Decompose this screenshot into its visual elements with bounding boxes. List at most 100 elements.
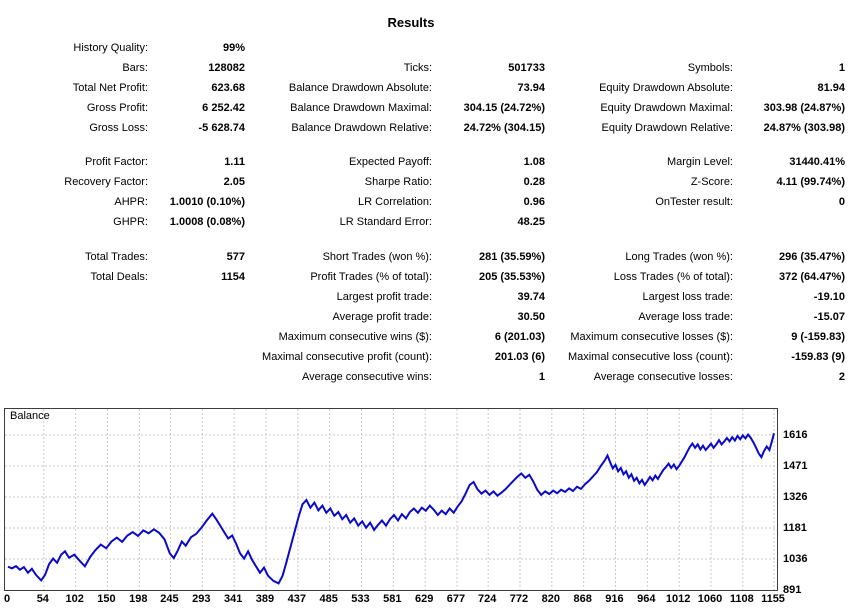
x-axis-tick: 677 — [446, 593, 466, 605]
stat-value: 39.74 — [517, 291, 545, 303]
x-axis-tick: 581 — [383, 593, 402, 605]
stat-label: Gross Profit: — [86, 102, 148, 114]
stat-value: 1.11 — [224, 156, 245, 168]
stat-value: 577 — [226, 251, 245, 263]
stat-label: Average loss trade: — [638, 311, 733, 323]
stat-label: Ticks: — [403, 62, 432, 74]
x-axis-tick: 868 — [573, 593, 592, 605]
stat-label: Balance Drawdown Relative: — [291, 122, 432, 134]
x-axis-tick: 916 — [605, 593, 624, 605]
stat-value: 30.50 — [517, 311, 545, 323]
stat-value: 304.15 (24.72%) — [463, 102, 545, 114]
stat-value: 296 (35.47%) — [778, 251, 845, 263]
stat-value: 4.11 (99.74%) — [776, 176, 846, 188]
stat-value: 303.98 (24.87%) — [763, 102, 845, 114]
x-axis-tick: 245 — [160, 593, 179, 605]
stat-value: 128082 — [208, 62, 245, 74]
stat-label: Average profit trade: — [332, 311, 432, 323]
stat-value: 1.0008 (0.08%) — [169, 216, 245, 228]
stat-value: 0 — [838, 196, 845, 208]
x-axis-tick: 389 — [255, 593, 275, 605]
x-axis-tick: 820 — [541, 593, 560, 605]
y-axis-tick: 891 — [783, 584, 802, 596]
stat-label: Maximal consecutive profit (count): — [262, 351, 432, 363]
balance-series-label: Balance — [10, 410, 50, 422]
stat-value: 623.68 — [211, 82, 245, 94]
stat-label: Margin Level: — [666, 156, 733, 168]
stat-row: Total Deals: 1154 Profit Trades (% of tota… — [0, 267, 859, 287]
stat-value: 501733 — [508, 62, 545, 74]
stat-row: History Quality: 99% — [0, 38, 859, 58]
stat-label: Short Trades (won %): — [322, 251, 432, 263]
stat-row: Bars: 128082 Ticks: 501733 Symbols: 1 — [0, 58, 859, 78]
x-axis-tick: 724 — [477, 593, 497, 605]
stat-label: Total Deals: — [90, 271, 148, 283]
stat-row: Largest profit trade: 39.74 Largest loss t… — [0, 287, 859, 307]
stat-label: GHPR: — [113, 216, 148, 228]
stat-value: 24.72% (304.15) — [463, 122, 545, 134]
balance-chart-plot[interactable]: Balance — [4, 408, 778, 591]
stat-value: 48.25 — [517, 216, 545, 228]
stat-row: Profit Factor: 1.11 Expected Payoff: 1.08 Ma… — [0, 152, 859, 172]
y-axis-tick: 1616 — [783, 429, 808, 441]
stat-row: Gross Profit: 6 252.42 Balance Drawdown Ma… — [0, 98, 859, 118]
x-axis-tick: 629 — [414, 593, 434, 605]
stat-label: History Quality: — [73, 42, 148, 54]
stat-label: Equity Drawdown Relative: — [601, 122, 733, 134]
y-axis-tick: 1181 — [783, 522, 807, 534]
y-axis-tick: 1471 — [783, 460, 808, 472]
x-axis-tick: 485 — [319, 593, 338, 605]
x-axis-tick: 150 — [97, 593, 116, 605]
stat-row: Gross Loss: -5 628.74 Balance Drawdown Rel… — [0, 118, 859, 138]
stat-label: LR Standard Error: — [339, 216, 432, 228]
stat-value: 31440.41% — [789, 156, 845, 168]
stat-label: Profit Trades (% of total): — [310, 271, 432, 283]
stat-row: Maximum consecutive wins ($): 6 (201.03) M… — [0, 327, 859, 347]
stat-label: Expected Payoff: — [349, 156, 432, 168]
stat-label: Sharpe Ratio: — [364, 176, 432, 188]
stat-value: 24.87% (303.98) — [763, 122, 845, 134]
stat-value: -19.10 — [813, 291, 845, 303]
stat-value: 201.03 (6) — [494, 351, 545, 363]
x-axis-tick: 437 — [287, 593, 306, 605]
stat-row: Maximal consecutive profit (count): 201.0… — [0, 347, 859, 367]
stat-label: Balance Drawdown Absolute: — [288, 82, 432, 94]
stat-row: Average profit trade: 30.50 Average loss t… — [0, 307, 859, 327]
stat-value: 2 — [838, 371, 845, 383]
stat-row: Recovery Factor: 2.05 Sharpe Ratio: 0.28 Z-S… — [0, 172, 859, 192]
x-axis-tick: 0 — [3, 593, 11, 605]
stat-label: Largest loss trade: — [642, 291, 734, 303]
stat-value: 6 252.42 — [202, 102, 245, 114]
stat-label: AHPR: — [114, 196, 148, 208]
stat-value: 0.96 — [523, 196, 545, 208]
stat-label: Balance Drawdown Maximal: — [290, 102, 432, 114]
stat-value: 1154 — [221, 271, 245, 283]
balance-line — [7, 432, 775, 585]
stat-value: 2.05 — [223, 176, 245, 188]
stat-value: -5 628.74 — [198, 122, 245, 134]
stat-label: Maximum consecutive wins ($): — [278, 331, 432, 343]
stat-label: Largest profit trade: — [336, 291, 432, 303]
page-title: Results — [387, 15, 435, 30]
stat-label: Profit Factor: — [85, 156, 148, 168]
stat-value: 1 — [838, 62, 845, 74]
stat-label: Equity Drawdown Absolute: — [599, 82, 733, 94]
stat-label: Average consecutive wins: — [301, 371, 432, 383]
x-axis-tick: 1108 — [729, 593, 754, 605]
stat-label: Long Trades (won %): — [625, 251, 733, 263]
stat-label: Total Trades: — [85, 251, 148, 263]
stat-row: GHPR: 1.0008 (0.08%) LR Standard Error: 48.… — [0, 212, 859, 232]
stat-value: 372 (64.47%) — [778, 271, 845, 283]
x-axis-tick: 54 — [36, 593, 49, 605]
stat-value: -159.83 (9) — [791, 351, 845, 363]
stat-value: 6 (201.03) — [494, 331, 545, 343]
stat-value: 205 (35.53%) — [478, 271, 545, 283]
stat-row: Total Net Profit: 623.68 Balance Drawdown … — [0, 78, 859, 98]
stat-value: 1.08 — [523, 156, 545, 168]
x-axis-tick: 102 — [65, 593, 84, 605]
stat-value: 1.0010 (0.10%) — [169, 196, 245, 208]
stat-label: Loss Trades (% of total): — [613, 271, 733, 283]
stat-label: Bars: — [122, 62, 148, 74]
stat-value: -15.07 — [813, 311, 845, 323]
x-axis-tick: 198 — [129, 593, 148, 605]
